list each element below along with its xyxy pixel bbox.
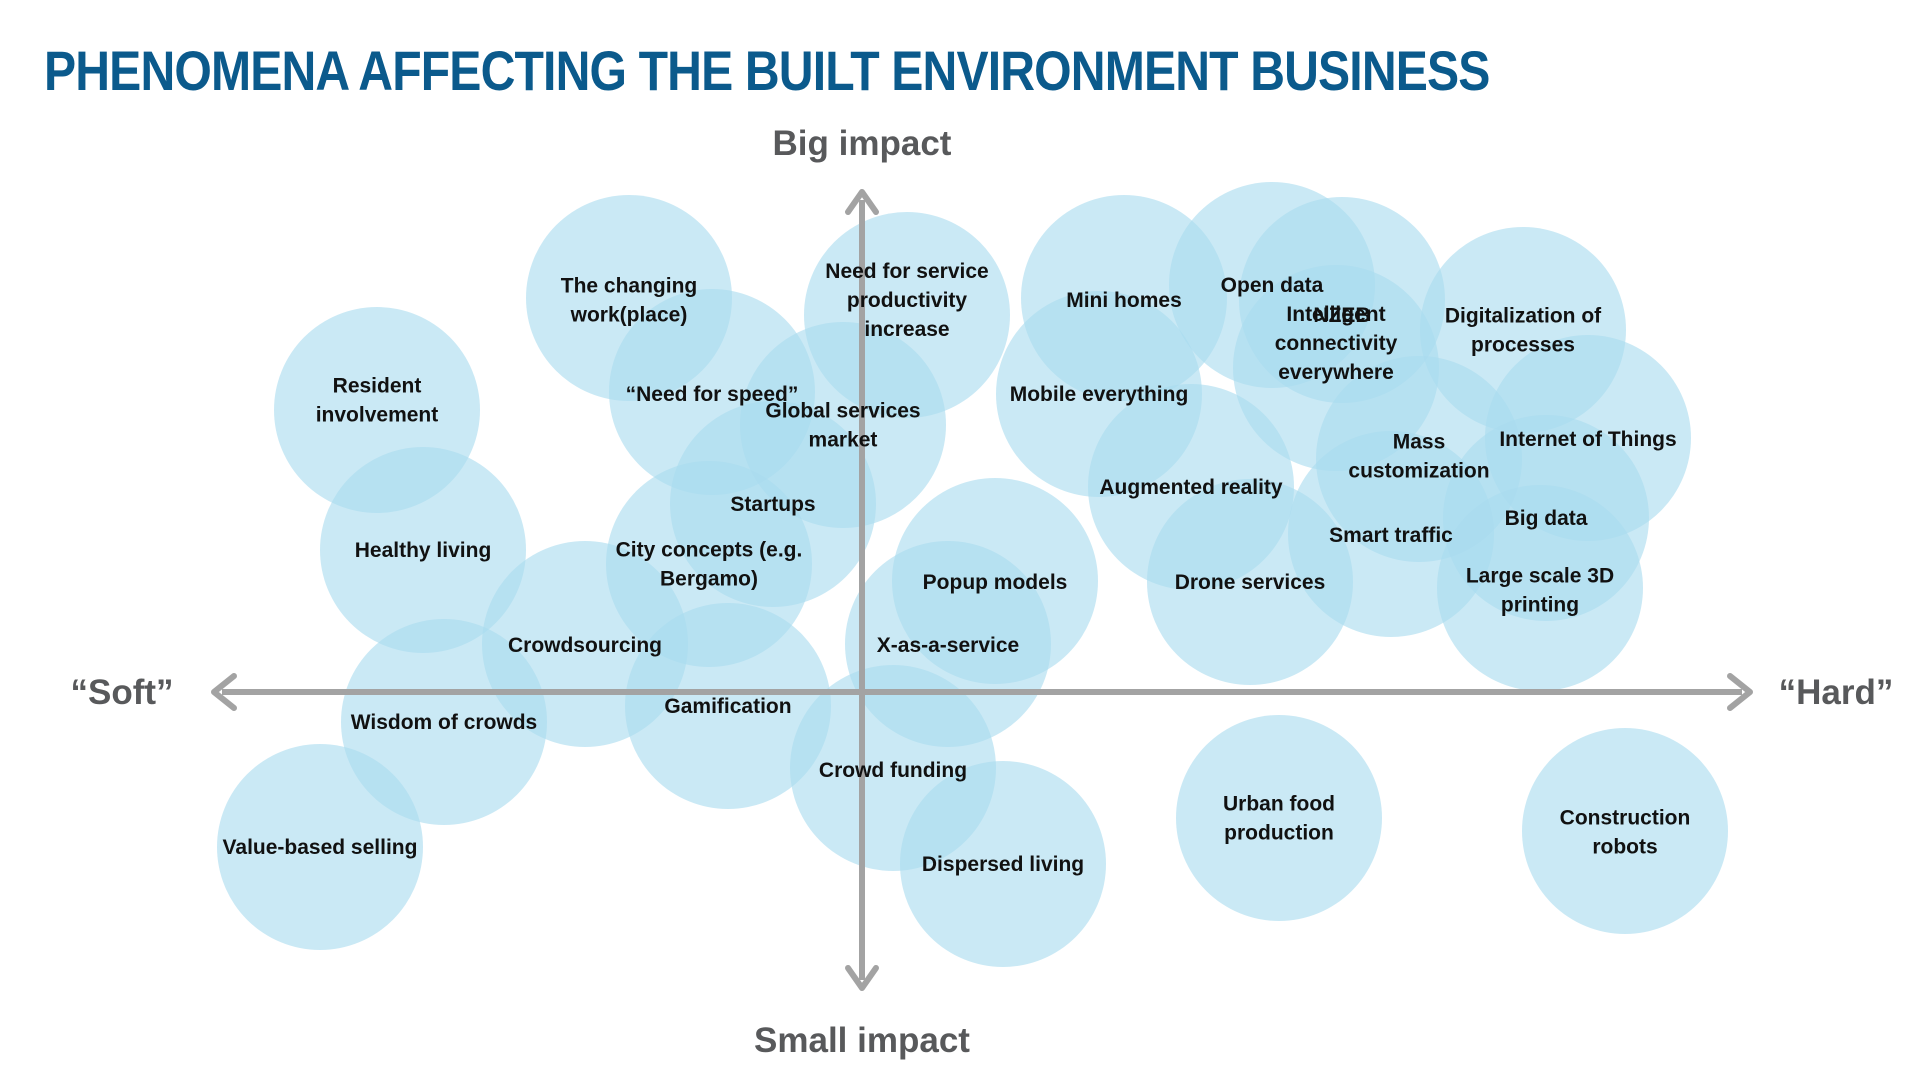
bubble-label-line: Crowd funding (819, 759, 967, 782)
bubble-label-mobile-everything: Mobile everything (1010, 383, 1189, 406)
bubble-label-line: Need for service (825, 260, 988, 283)
bubble-label-line: Bergamo) (660, 568, 758, 591)
bubble-label-line: Mobile everything (1010, 383, 1189, 406)
bubble-label-digitalization-of-processes: Digitalization of processes (1445, 305, 1602, 357)
bubble-label-popup-models: Popup models (923, 571, 1068, 594)
bubble-label-line: everywhere (1278, 361, 1394, 384)
bubble-label-line: Wisdom of crowds (351, 711, 538, 734)
bubble-label-open-data: Open data (1221, 274, 1324, 297)
bubble-label-mass-customization: Mass customization (1348, 431, 1489, 483)
up-arrowhead-icon (845, 189, 879, 215)
bubble-label-construction-robots: Construction robots (1560, 807, 1691, 859)
bubble-label-wisdom-of-crowds: Wisdom of crowds (351, 711, 538, 734)
bubble-label-the-changing-work-place: The changing work(place) (561, 275, 698, 327)
bubble-label-line: Popup models (923, 571, 1068, 594)
axes (211, 189, 1753, 991)
bubble-label-line: connectivity (1275, 332, 1398, 355)
bubble-label-line: Gamification (664, 695, 791, 718)
label-layer: Resident involvement The changing work(plac… (223, 260, 1691, 876)
axis-label-right: “Hard” (1779, 673, 1894, 712)
bubble-wisdom-of-crowds (341, 619, 547, 825)
bubble-label-startups: Startups (730, 493, 815, 516)
bubble-label-line: Intelligent (1286, 303, 1385, 326)
bubble-gamification (625, 603, 831, 809)
axis-label-left: “Soft” (70, 673, 173, 712)
bubble-label-intelligent-connectivity-everywhere: Intelligent connectivity everywhere (1275, 303, 1398, 384)
bubble-label-line: Open data (1221, 274, 1324, 297)
bubble-label-city-concepts-e-g-bergamo: City concepts (e.g. Bergamo) (616, 539, 803, 591)
bubble-label-mini-homes: Mini homes (1066, 289, 1182, 312)
bubble-label-global-services-market: Global services market (765, 400, 920, 452)
bubble-label-line: work(place) (570, 304, 688, 327)
bubble-label-line: The changing (561, 275, 698, 298)
bubble-layer (217, 182, 1728, 967)
bubble-label-line: processes (1471, 334, 1575, 357)
bubble-label-line: productivity (847, 289, 967, 312)
bubble-label-line: production (1224, 822, 1334, 845)
left-arrowhead-icon (211, 673, 237, 711)
bubble-label-line: increase (864, 318, 949, 341)
bubble-dispersed-living (900, 761, 1106, 967)
axis-label-top: Big impact (773, 124, 952, 163)
bubble-label-line: “Need for speed” (626, 383, 799, 406)
page-title: PHENOMENA AFFECTING THE BUILT ENVIRONMEN… (44, 39, 1490, 102)
bubble-label-line: Global services (765, 400, 920, 423)
bubble-label-large-scale-3d-printing: Large scale 3D printing (1466, 565, 1614, 617)
bubble-label-nzeb: NZEB (1313, 304, 1370, 327)
bubble-label-value-based-selling: Value-based selling (223, 836, 418, 859)
bubble-construction-robots (1522, 728, 1728, 934)
bubble-label-gamification: Gamification (664, 695, 791, 718)
bubble-label-line: Augmented reality (1099, 476, 1283, 499)
bubble-label-crowd-funding: Crowd funding (819, 759, 967, 782)
bubble-label-need-for-speed: “Need for speed” (626, 383, 799, 406)
bubble-healthy-living (320, 447, 526, 653)
bubble-label-line: Drone services (1175, 571, 1326, 594)
bubble-label-line: robots (1592, 836, 1657, 859)
bubble-label-line: Digitalization of (1445, 305, 1602, 328)
bubble-value-based-selling (217, 744, 423, 950)
bubble-label-line: City concepts (e.g. (616, 539, 803, 562)
bubble-label-line: printing (1501, 594, 1579, 617)
bubble-label-dispersed-living: Dispersed living (922, 853, 1084, 876)
bubble-label-x-as-a-service: X-as-a-service (877, 634, 1019, 657)
bubble-label-line: Resident (333, 375, 422, 398)
bubble-drone-services (1147, 479, 1353, 685)
bubble-label-line: Internet of Things (1499, 428, 1676, 451)
bubble-label-big-data: Big data (1505, 507, 1588, 530)
bubble-label-healthy-living: Healthy living (355, 539, 492, 562)
bubble-label-urban-food-production: Urban food production (1223, 793, 1335, 845)
bubble-label-crowdsourcing: Crowdsourcing (508, 634, 662, 657)
bubble-label-need-for-service-productivity-increase: Need for service productivity increase (825, 260, 988, 341)
bubble-label-smart-traffic: Smart traffic (1329, 524, 1453, 547)
bubble-label-line: Construction (1560, 807, 1691, 830)
bubble-label-line: NZEB (1313, 304, 1370, 327)
bubble-label-resident-involvement: Resident involvement (316, 375, 439, 427)
down-arrowhead-icon (845, 965, 879, 991)
bubble-label-line: Large scale 3D (1466, 565, 1614, 588)
bubble-label-augmented-reality: Augmented reality (1099, 476, 1283, 499)
bubble-label-line: Big data (1505, 507, 1588, 530)
bubble-label-line: market (809, 429, 878, 452)
right-arrowhead-icon (1727, 673, 1753, 711)
bubble-label-line: Dispersed living (922, 853, 1084, 876)
bubble-label-line: Crowdsourcing (508, 634, 662, 657)
bubble-label-line: Value-based selling (223, 836, 418, 859)
bubble-label-line: X-as-a-service (877, 634, 1019, 657)
bubble-label-internet-of-things: Internet of Things (1499, 428, 1676, 451)
bubble-large-scale-3d-printing (1437, 485, 1643, 691)
axis-label-bottom: Small impact (754, 1021, 970, 1060)
bubble-urban-food-production (1176, 715, 1382, 921)
bubble-label-line: involvement (316, 404, 439, 427)
bubble-label-drone-services: Drone services (1175, 571, 1326, 594)
bubble-label-line: Urban food (1223, 793, 1335, 816)
bubble-label-line: Mini homes (1066, 289, 1182, 312)
bubble-label-line: Mass (1393, 431, 1446, 454)
bubble-label-line: Startups (730, 493, 815, 516)
bubble-label-line: Healthy living (355, 539, 492, 562)
bubble-label-line: Smart traffic (1329, 524, 1453, 547)
bubble-label-line: customization (1348, 460, 1489, 483)
